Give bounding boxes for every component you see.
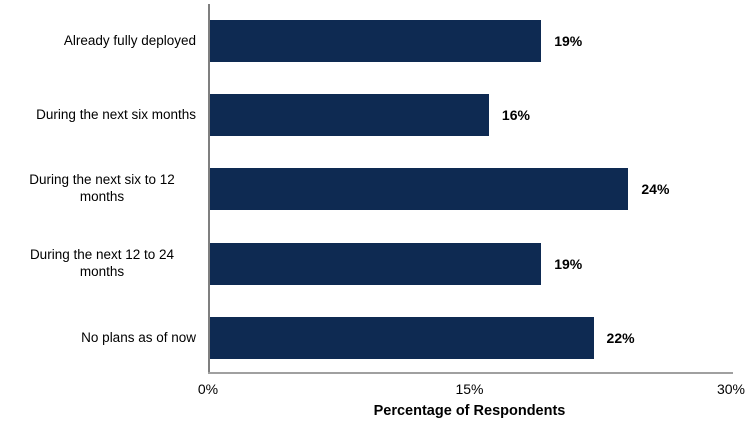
- value-label: 19%: [554, 256, 583, 272]
- x-tick-label: 30%: [716, 381, 746, 397]
- category-label: No plans as of now: [81, 329, 196, 345]
- bar: [210, 168, 629, 210]
- x-tick-label: 0%: [197, 381, 219, 397]
- category-label: During the next six months: [36, 106, 196, 122]
- x-tick-label: 15%: [455, 381, 484, 397]
- y-axis-line: [208, 4, 210, 373]
- x-axis-title: Percentage of Respondents: [373, 403, 566, 419]
- value-label: 16%: [501, 107, 530, 123]
- bar: [210, 94, 489, 136]
- value-label: 24%: [641, 181, 670, 197]
- category-label: During the next six to 12 months: [29, 172, 175, 204]
- value-label: 19%: [554, 33, 583, 49]
- category-label: Already fully deployed: [63, 32, 196, 48]
- category-label: During the next 12 to 24 months: [29, 247, 175, 279]
- bar: [210, 243, 542, 285]
- x-axis-line: [208, 372, 733, 374]
- bar: [210, 317, 594, 359]
- value-label: 22%: [606, 330, 635, 346]
- bar: [210, 20, 542, 62]
